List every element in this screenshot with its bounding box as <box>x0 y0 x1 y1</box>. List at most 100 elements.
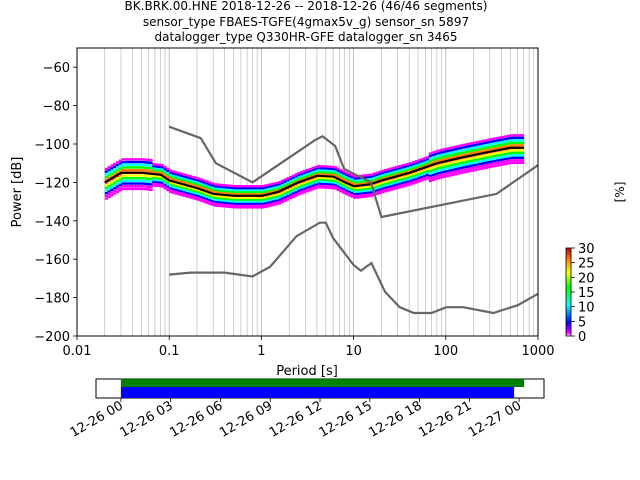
psd-cell <box>476 163 480 166</box>
psd-cell <box>317 180 321 183</box>
psd-cell <box>333 166 337 169</box>
psd-cell <box>277 202 282 205</box>
psd-cell <box>311 174 315 177</box>
psd-cell <box>442 170 446 174</box>
psd-cell <box>297 171 301 175</box>
psd-cell <box>462 153 466 157</box>
psd-cell <box>157 167 162 170</box>
psd-cell <box>174 178 178 182</box>
psd-cell <box>166 188 170 192</box>
psd-cell <box>272 190 276 193</box>
psd-cell <box>113 173 117 176</box>
psd-cell <box>512 159 516 162</box>
psd-cell <box>490 142 494 146</box>
psd-cell <box>205 184 209 187</box>
psd-cell <box>247 198 251 201</box>
psd-cell <box>479 157 483 161</box>
psd-cell <box>219 189 223 192</box>
psd-cell <box>375 171 379 174</box>
psd-cell <box>124 182 128 185</box>
psd-cell <box>188 194 192 197</box>
psd-cell <box>484 166 488 169</box>
psd-cell <box>473 163 477 167</box>
psd-cell <box>487 143 491 146</box>
psd-cell <box>219 183 223 187</box>
psd-cell <box>152 163 156 166</box>
timeline-tick-label: 12-27 00 <box>466 398 524 440</box>
psd-cell <box>155 163 159 166</box>
psd-cell <box>283 199 287 202</box>
psd-cell <box>191 179 195 183</box>
psd-cell <box>395 179 399 182</box>
psd-cell <box>400 175 405 179</box>
psd-cell <box>342 189 346 192</box>
psd-cell <box>484 161 488 164</box>
psd-cell <box>263 201 268 205</box>
psd-cell <box>127 179 131 183</box>
psd-cell <box>492 157 497 160</box>
psd-cell <box>398 168 402 172</box>
psd-cell <box>339 176 343 180</box>
psd-cell <box>364 189 368 192</box>
psd-cell <box>504 137 508 141</box>
psd-cell <box>434 170 438 173</box>
psd-cell <box>445 147 449 150</box>
psd-cell <box>395 171 399 174</box>
psd-cell <box>247 185 251 188</box>
psd-cell <box>398 184 402 187</box>
psd-cell <box>157 165 162 168</box>
psd-cell <box>473 148 477 152</box>
psd-cell <box>236 190 240 194</box>
psd-cell <box>319 182 324 185</box>
psd-cell <box>317 168 321 172</box>
psd-cell <box>392 185 396 189</box>
psd-cell <box>479 165 483 168</box>
psd-cell <box>512 156 516 160</box>
psd-cell <box>479 167 483 171</box>
psd-cell <box>308 183 312 186</box>
psd-cell <box>308 167 312 171</box>
psd-cell <box>305 182 310 185</box>
psd-cell <box>317 172 321 175</box>
psd-cell <box>330 171 335 174</box>
psd-cell <box>289 177 293 181</box>
psd-cell <box>216 200 220 204</box>
psd-cell <box>205 180 209 183</box>
psd-cell <box>266 185 270 189</box>
psd-cell <box>487 138 491 141</box>
psd-cell <box>171 183 175 187</box>
psd-cell <box>188 192 192 195</box>
psd-cell <box>107 182 111 185</box>
psd-cell <box>118 189 122 192</box>
psd-cell <box>384 190 388 193</box>
psd-cell <box>199 199 203 202</box>
psd-cell <box>386 171 391 175</box>
psd-cell <box>280 185 284 188</box>
psd-cell <box>266 189 270 192</box>
psd-cell <box>414 175 418 178</box>
psd-cell <box>509 154 513 157</box>
psd-cell <box>448 164 452 167</box>
psd-cell <box>328 173 332 176</box>
psd-cell <box>160 167 164 171</box>
psd-cell <box>252 188 256 192</box>
psd-cell <box>210 197 215 201</box>
psd-cell <box>504 160 508 163</box>
psd-cell <box>364 181 368 185</box>
psd-cell <box>188 190 192 193</box>
psd-cell <box>319 172 324 176</box>
psd-cell <box>375 186 379 190</box>
psd-cell <box>107 190 111 193</box>
y-tick-label: −200 <box>34 330 70 345</box>
psd-cell <box>138 174 142 177</box>
psd-cell <box>481 162 486 165</box>
psd-cell <box>196 196 201 199</box>
psd-cell <box>409 165 413 169</box>
psd-cell <box>470 144 474 147</box>
psd-cell <box>381 188 385 192</box>
psd-cell <box>291 195 296 199</box>
psd-cell <box>230 196 234 199</box>
psd-cell <box>403 171 407 174</box>
psd-cell <box>255 200 259 203</box>
psd-cell <box>411 172 416 175</box>
